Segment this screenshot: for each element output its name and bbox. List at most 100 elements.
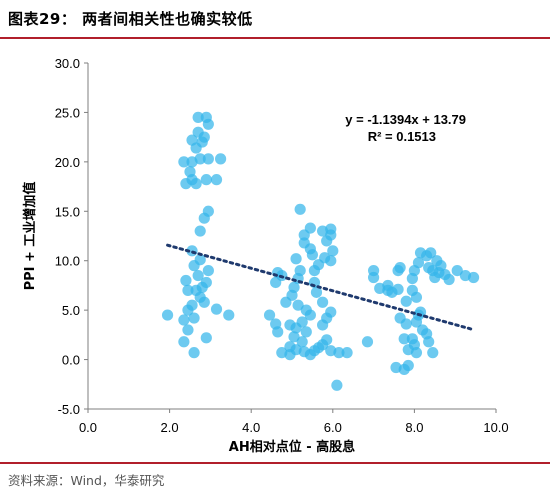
data-point	[304, 222, 316, 234]
data-point	[200, 332, 212, 344]
y-tick-label: 25.0	[55, 105, 80, 120]
data-point	[325, 223, 337, 235]
data-point	[361, 336, 374, 348]
data-point	[184, 166, 196, 178]
data-point	[200, 276, 212, 289]
data-point	[192, 126, 204, 138]
data-point	[317, 319, 329, 331]
source-note: 资料来源：Wind，华泰研究	[8, 473, 165, 488]
data-point	[317, 339, 329, 351]
data-point	[327, 245, 339, 257]
data-point	[292, 299, 304, 311]
x-tick-label: 0.0	[79, 420, 97, 435]
data-point	[215, 153, 227, 165]
trendline-group	[166, 243, 474, 331]
data-point	[296, 316, 308, 328]
data-point	[410, 316, 423, 328]
x-tick-label: 2.0	[161, 420, 179, 435]
data-point	[192, 111, 204, 123]
data-point	[178, 336, 190, 348]
data-point	[186, 299, 198, 311]
data-point	[263, 309, 276, 321]
data-point	[294, 203, 306, 215]
trendline	[166, 243, 474, 331]
data-point	[443, 273, 455, 286]
data-point	[210, 303, 223, 315]
data-point	[288, 281, 300, 294]
y-tick-label: 0.0	[62, 353, 80, 368]
data-point	[304, 309, 316, 321]
data-point	[368, 265, 380, 277]
data-point	[192, 269, 204, 282]
title-underline	[0, 37, 550, 39]
data-point	[223, 309, 235, 321]
data-point	[423, 336, 435, 348]
r-squared-label: R² = 0.1513	[368, 129, 436, 144]
data-point	[412, 257, 425, 269]
data-point	[306, 249, 318, 261]
data-point	[202, 205, 214, 217]
data-point	[333, 347, 345, 359]
data-point	[451, 265, 463, 277]
data-point	[429, 271, 441, 284]
data-point	[467, 271, 480, 284]
data-point	[178, 314, 190, 326]
data-point	[200, 174, 212, 186]
data-point	[284, 319, 296, 331]
data-point	[161, 309, 174, 321]
title-bar: 图表29： 两者间相关性也确实较低	[0, 0, 550, 38]
y-tick-label: -5.0	[58, 402, 80, 417]
footer-rule	[0, 462, 550, 464]
data-point	[182, 284, 194, 296]
data-points	[161, 111, 480, 391]
data-point	[202, 265, 214, 277]
x-tick-label: 4.0	[242, 420, 260, 435]
data-point	[298, 237, 310, 249]
data-point	[394, 262, 406, 274]
x-tick-label: 10.0	[483, 420, 508, 435]
data-point	[410, 347, 423, 359]
y-axis: -5.0 0.0 5.0 10.0 15.0 20.0 25.0 30.0	[55, 56, 89, 417]
data-point	[390, 361, 402, 374]
data-point	[392, 283, 404, 295]
y-tick-label: 10.0	[55, 254, 80, 269]
data-point	[427, 347, 439, 359]
data-point	[300, 326, 312, 338]
data-point	[435, 260, 447, 272]
data-point	[290, 253, 302, 265]
data-point	[186, 134, 198, 146]
data-point	[194, 225, 206, 237]
data-point	[194, 153, 206, 165]
data-point	[400, 318, 412, 330]
data-point	[200, 111, 212, 123]
y-tick-label: 20.0	[55, 155, 80, 170]
data-point	[425, 247, 437, 259]
data-point	[317, 296, 329, 308]
data-point	[331, 379, 343, 391]
data-point	[308, 265, 321, 277]
data-point	[272, 326, 284, 338]
data-point	[294, 265, 306, 277]
data-point	[288, 331, 300, 343]
x-tick-label: 6.0	[324, 420, 342, 435]
y-tick-label: 5.0	[62, 303, 80, 318]
data-point	[178, 156, 190, 168]
data-point	[182, 324, 194, 336]
data-point	[341, 347, 353, 359]
data-point	[202, 153, 214, 165]
data-point	[325, 255, 337, 267]
data-point	[310, 286, 323, 298]
x-axis-label: AH相对点位 - 高股息	[229, 439, 355, 455]
x-tick-label: 8.0	[405, 420, 423, 435]
data-point	[210, 174, 223, 186]
chart-title: 图表29： 两者间相关性也确实较低	[8, 10, 253, 28]
y-tick-label: 30.0	[55, 56, 80, 71]
data-point	[296, 336, 308, 348]
data-point	[180, 274, 192, 287]
y-tick-label: 15.0	[55, 204, 80, 219]
data-point	[400, 295, 412, 307]
y-axis-label: PPI + 工业增加值	[22, 182, 38, 291]
regression-equation-label: y = -1.1394x + 13.79	[345, 112, 466, 127]
data-point	[398, 333, 410, 345]
